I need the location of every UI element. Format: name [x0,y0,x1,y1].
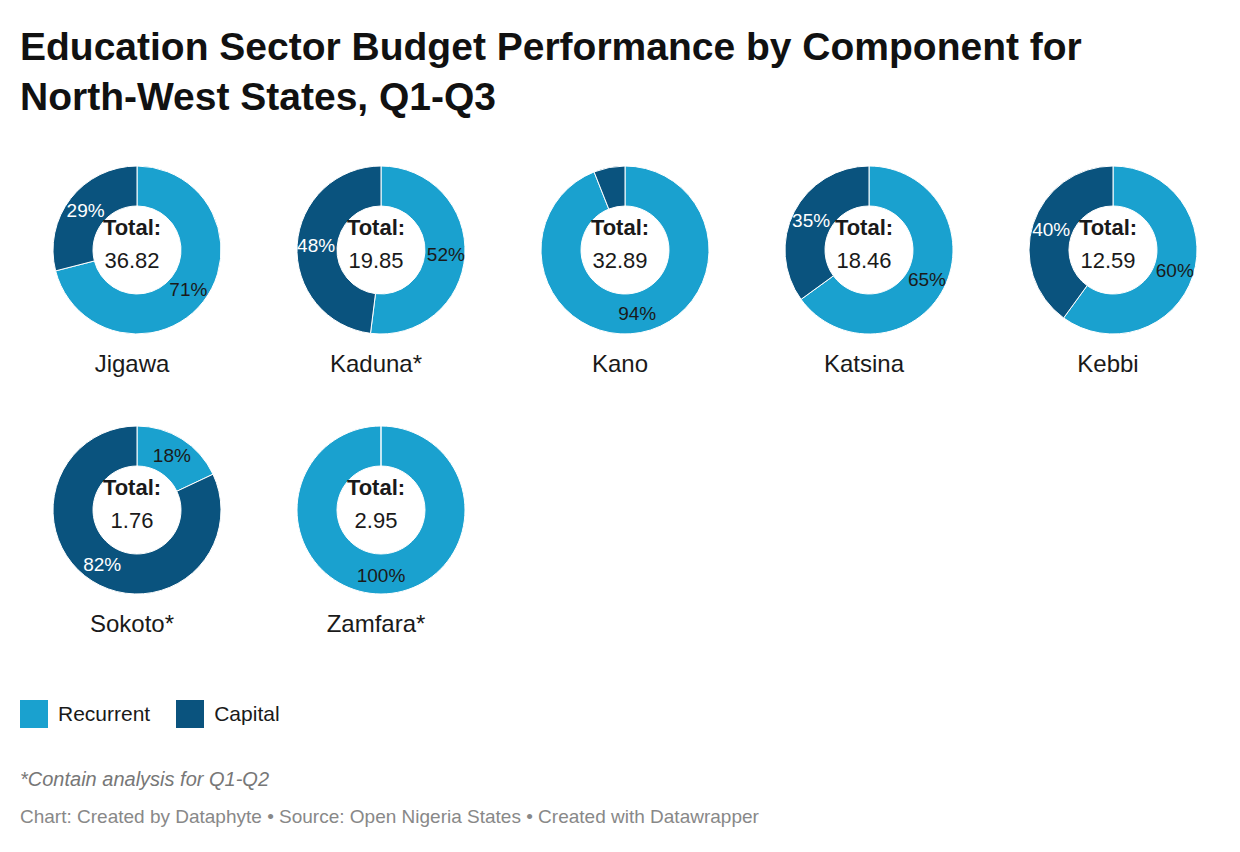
svg-text:48%: 48% [297,235,335,256]
html-text:32.89: 32.89 [592,248,648,273]
html-text:Kaduna*: Kaduna* [330,350,422,377]
svg-text:94%: 94% [618,303,656,324]
html-text:1.76: 1.76 [110,508,154,533]
svg-text:52%: 52% [427,244,465,265]
html-text:Total:: Total: [834,215,894,240]
html-text:36.82: 36.82 [104,248,160,273]
html-text:19.85: 19.85 [348,248,404,273]
html-text:Education Sector Budget Perfor: Education Sector Budget Performance by C… [20,25,1082,118]
html-text:Jigawa: Jigawa [94,350,170,377]
svg-text:60%: 60% [1156,260,1194,281]
svg-text:82%: 82% [83,554,121,575]
html-text:Kebbi: Kebbi [1077,350,1139,377]
svg-text:18%: 18% [153,445,191,466]
html-text:Total:: Total: [346,215,406,240]
html-text:2.95: 2.95 [354,508,398,533]
html-text:Katsina: Katsina [824,350,904,377]
html-text:Capital: Capital [214,702,280,725]
html-text:18.46: 18.46 [836,248,892,273]
html-text:Sokoto*: Sokoto* [90,610,174,637]
html-text:Recurrent: Recurrent [58,702,151,725]
svg-text:71%: 71% [169,279,207,300]
html-text:Total:: Total: [590,215,650,240]
html-text:Total:: Total: [102,215,162,240]
svg-text:40%: 40% [1032,219,1070,240]
svg-text:100%: 100% [357,565,406,586]
html-text:Total:: Total: [102,475,162,500]
svg-text:65%: 65% [908,269,946,290]
svg-text:29%: 29% [67,200,105,221]
html-text:*Contain analysis for Q1-Q2: *Contain analysis for Q1-Q2 [20,768,269,790]
html-text:Total:: Total: [1078,215,1138,240]
html-text:Kano: Kano [592,350,648,377]
svg-text:35%: 35% [792,210,830,231]
html-text:Chart: Created by Dataphyte •: Chart: Created by Dataphyte • Source: Op… [20,806,759,827]
html-text:12.59: 12.59 [1080,248,1136,273]
html-text:Zamfara*: Zamfara* [326,610,426,637]
html-text:Total:: Total: [346,475,406,500]
